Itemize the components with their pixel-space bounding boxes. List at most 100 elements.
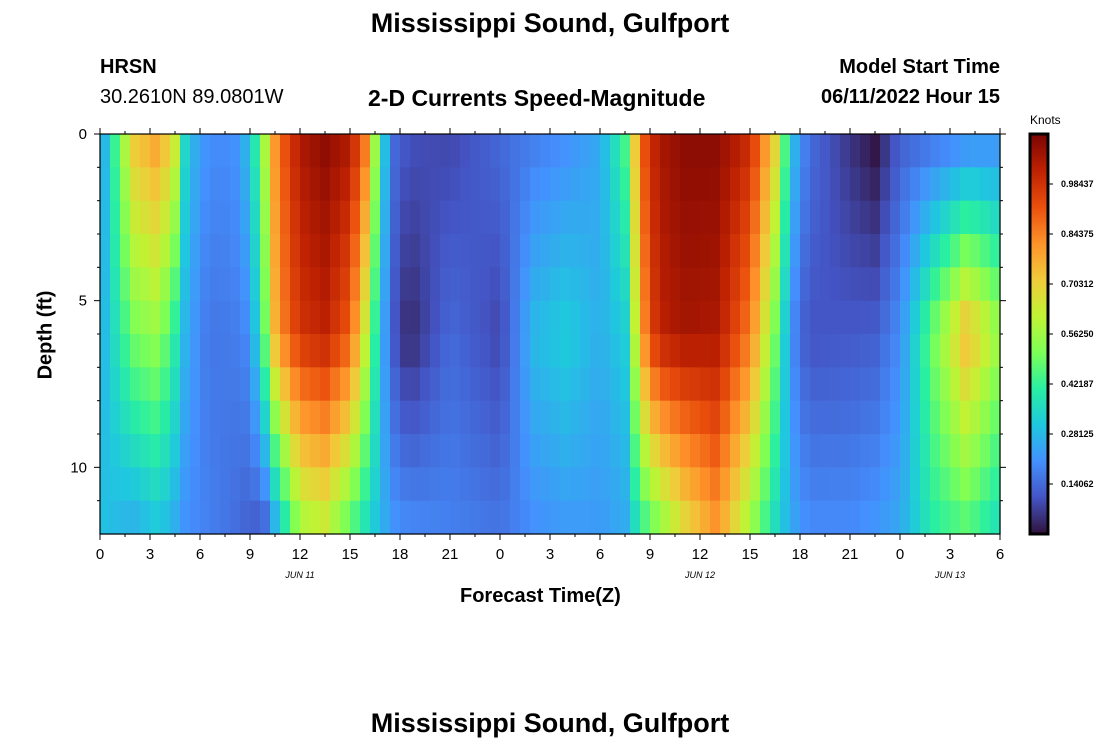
heatmap-cell (200, 267, 211, 302)
heatmap-cell (800, 234, 811, 268)
heatmap-cell (690, 400, 701, 435)
heatmap-cell (260, 400, 271, 435)
heatmap-cell (220, 300, 231, 335)
heatmap-cell (620, 300, 631, 335)
model-start-value: 06/11/2022 Hour 15 (820, 86, 1000, 108)
heatmap-cell (620, 400, 631, 435)
heatmap-cell (490, 500, 501, 535)
heatmap-cell (990, 300, 1001, 335)
heatmap-cell (240, 300, 251, 335)
heatmap-cell (600, 234, 611, 268)
heatmap-cell (300, 300, 311, 335)
heatmap-cell (350, 500, 361, 535)
station-coordinates: 30.2610N 89.0801W (100, 86, 284, 108)
heatmap-cell (820, 467, 831, 502)
heatmap-cell (340, 167, 351, 202)
heatmap-cell (140, 134, 151, 168)
heatmap-cell (490, 167, 501, 202)
heatmap-cell (860, 300, 871, 335)
heatmap-cell (740, 400, 751, 435)
heatmap-cell (640, 400, 651, 435)
heatmap-cell (470, 200, 481, 235)
heatmap-cell (290, 267, 301, 302)
heatmap-cell (620, 267, 631, 302)
heatmap-cell (520, 300, 531, 335)
heatmap-cell (500, 434, 511, 468)
heatmap-cell (270, 234, 281, 268)
heatmap-cell (720, 367, 731, 402)
heatmap-cell (400, 434, 411, 468)
heatmap-cell (630, 267, 641, 302)
heatmap-cell (490, 234, 501, 268)
heatmap-cell (170, 367, 181, 402)
heatmap-cell (450, 300, 461, 335)
colorbar-tick-label: 0.42187 (1061, 379, 1094, 389)
heatmap-cell (360, 200, 371, 235)
heatmap-cell (410, 334, 421, 368)
heatmap-cell (560, 434, 571, 468)
heatmap-cell (210, 200, 221, 235)
heatmap-cell (650, 200, 661, 235)
heatmap-cell (770, 500, 781, 535)
heatmap-cell (770, 367, 781, 402)
heatmap-cell (160, 134, 171, 168)
heatmap-cell (960, 200, 971, 235)
heatmap-cell (920, 234, 931, 268)
heatmap-cell (880, 400, 891, 435)
heatmap-cell (930, 167, 941, 202)
heatmap-cell (100, 367, 111, 402)
heatmap-cell (300, 434, 311, 468)
heatmap-cell (560, 500, 571, 535)
heatmap-cell (710, 134, 721, 168)
heatmap-cell (330, 334, 341, 368)
heatmap-cell (870, 434, 881, 468)
heatmap-cell (620, 234, 631, 268)
x-tick-label: 12 (292, 546, 309, 563)
heatmap-cell (580, 367, 591, 402)
heatmap-cell (840, 334, 851, 368)
heatmap-cell (180, 134, 191, 168)
heatmap-cell (790, 434, 801, 468)
heatmap-cell (730, 400, 741, 435)
heatmap-cell (630, 434, 641, 468)
heatmap-cell (700, 400, 711, 435)
heatmap-cell (450, 367, 461, 402)
heatmap-cell (140, 434, 151, 468)
heatmap-cell (670, 400, 681, 435)
heatmap-cell (260, 200, 271, 235)
heatmap-cell (780, 267, 791, 302)
heatmap-cell (980, 400, 991, 435)
heatmap-cell (800, 134, 811, 168)
heatmap-cell (970, 367, 981, 402)
heatmap-cell (840, 400, 851, 435)
heatmap-cell (540, 334, 551, 368)
heatmap-cell (160, 367, 171, 402)
heatmap-cell (550, 467, 561, 502)
heatmap-cell (130, 234, 141, 268)
heatmap-cell (760, 400, 771, 435)
heatmap-cell (220, 367, 231, 402)
heatmap-cell (570, 467, 581, 502)
heatmap-cell (270, 334, 281, 368)
heatmap-cell (300, 500, 311, 535)
heatmap-cell (150, 467, 161, 502)
heatmap-cell (310, 234, 321, 268)
heatmap-cell (560, 234, 571, 268)
heatmap-cell (160, 500, 171, 535)
heatmap-cell (910, 234, 921, 268)
heatmap-cell (620, 200, 631, 235)
heatmap-cell (110, 167, 121, 202)
heatmap-cell (740, 334, 751, 368)
x-tick-label: 18 (792, 546, 809, 563)
heatmap-cell (730, 267, 741, 302)
heatmap-cell (450, 267, 461, 302)
heatmap-cell (680, 434, 691, 468)
heatmap-cell (140, 400, 151, 435)
heatmap-cell (530, 467, 541, 502)
heatmap-cell (900, 167, 911, 202)
heatmap-cell (390, 200, 401, 235)
heatmap-cell (440, 334, 451, 368)
heatmap-cell (190, 200, 201, 235)
heatmap-cell (900, 434, 911, 468)
heatmap-cell (200, 167, 211, 202)
